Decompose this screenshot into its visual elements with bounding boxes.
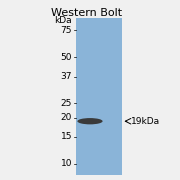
Text: 75: 75 (60, 26, 72, 35)
Text: kDa: kDa (54, 16, 72, 25)
Text: Western Bolt: Western Bolt (51, 8, 122, 18)
Text: 25: 25 (61, 98, 72, 107)
Ellipse shape (77, 118, 103, 124)
Text: 50: 50 (60, 53, 72, 62)
Text: 15: 15 (60, 132, 72, 141)
Text: 10: 10 (60, 159, 72, 168)
Text: 19kDa: 19kDa (131, 117, 161, 126)
Text: 37: 37 (60, 73, 72, 82)
Text: 20: 20 (61, 113, 72, 122)
Bar (76, 18, 122, 175)
